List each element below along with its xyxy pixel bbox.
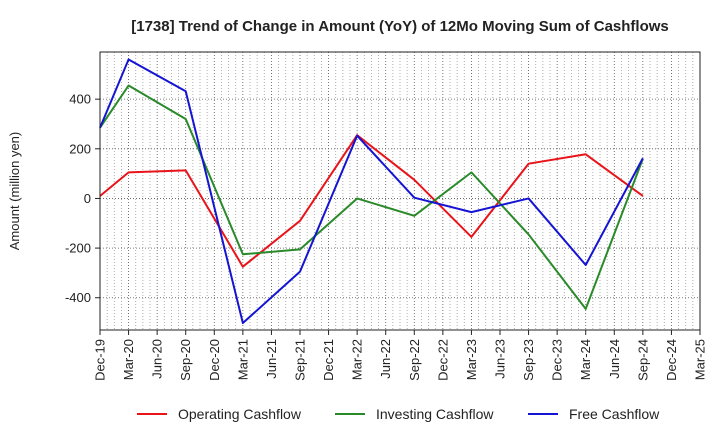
legend-label-investing-cashflow: Investing Cashflow	[376, 406, 494, 422]
x-tick-label: Sep-22	[407, 339, 422, 381]
x-tick-label: Jun-24	[607, 339, 622, 379]
y-tick-label: -400	[65, 290, 91, 305]
x-tick-label: Dec-21	[321, 339, 336, 381]
y-axis-label: Amount (million yen)	[7, 132, 22, 251]
y-tick-label: -200	[65, 241, 91, 256]
x-tick-label: Sep-21	[293, 339, 308, 381]
x-tick-label: Jun-22	[378, 339, 393, 379]
x-tick-label: Dec-19	[93, 339, 108, 381]
legend: Operating Cashflow Investing Cashflow Free…	[137, 406, 660, 422]
grid	[100, 52, 700, 330]
y-axis-ticks: -400 -200 0 200 400	[65, 92, 100, 305]
series-line-free-cashflow	[99, 58, 644, 325]
plot-area-frame	[99, 51, 701, 331]
x-tick-label: Jun-20	[150, 339, 165, 379]
y-tick-label: 400	[69, 92, 91, 107]
x-tick-label: Mar-22	[350, 339, 365, 380]
legend-label-operating-cashflow: Operating Cashflow	[178, 406, 302, 422]
x-tick-label: Dec-24	[664, 339, 679, 381]
x-tick-label: Dec-23	[550, 339, 565, 381]
x-tick-label: Mar-25	[693, 339, 708, 380]
series-line-investing-cashflow	[99, 84, 644, 310]
x-tick-label: Dec-20	[207, 339, 222, 381]
y-tick-label: 0	[84, 191, 91, 206]
series-lines	[99, 58, 644, 325]
x-tick-label: Sep-23	[521, 339, 536, 381]
x-tick-label: Jun-23	[493, 339, 508, 379]
x-tick-label: Mar-20	[121, 339, 136, 380]
x-axis-ticks: Dec-19 Mar-20 Jun-20 Sep-20 Dec-20 Mar-21 Jun-…	[93, 330, 708, 381]
x-tick-label: Dec-22	[435, 339, 450, 381]
x-tick-label: Jun-21	[264, 339, 279, 379]
x-tick-label: Sep-24	[635, 339, 650, 381]
x-tick-label: Sep-20	[178, 339, 193, 381]
legend-label-free-cashflow: Free Cashflow	[569, 406, 660, 422]
chart-title: [1738] Trend of Change in Amount (YoY) o…	[131, 18, 669, 35]
x-tick-label: Mar-21	[235, 339, 250, 380]
x-tick-label: Mar-23	[464, 339, 479, 380]
x-tick-label: Mar-24	[578, 339, 593, 380]
y-tick-label: 200	[69, 141, 91, 156]
